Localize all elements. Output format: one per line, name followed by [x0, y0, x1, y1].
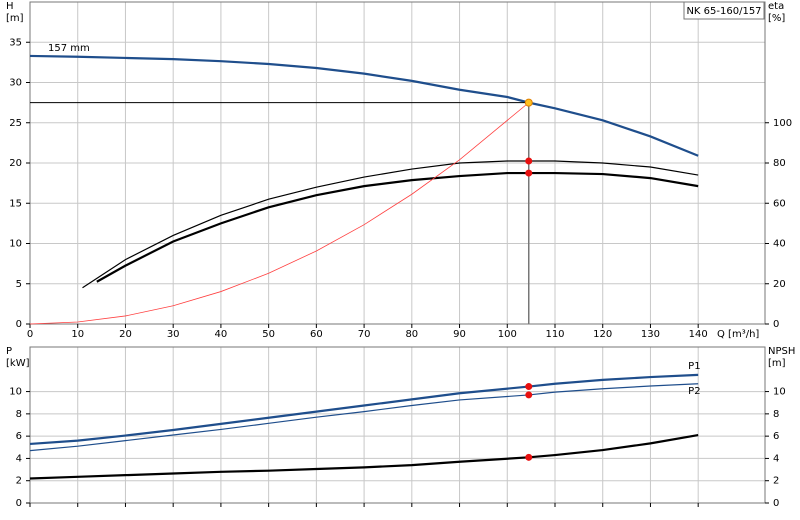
series-line: [29, 102, 530, 325]
y-tick-label: 8: [16, 409, 22, 420]
x-tick-label: 70: [358, 329, 371, 340]
y2-tick-label: 60: [773, 198, 786, 209]
x-tick-label: 60: [310, 329, 323, 340]
y2-tick-label: 10: [773, 387, 786, 398]
x-tick-label: 110: [545, 329, 564, 340]
x-tick-label: 130: [641, 329, 660, 340]
y-axis-label: [m]: [6, 13, 24, 24]
x-tick-label: 50: [262, 329, 275, 340]
series-line: [82, 160, 699, 289]
series-label: P1: [688, 361, 700, 372]
y-tick-label: 2: [16, 476, 22, 487]
y-tick-label: 0: [16, 319, 22, 330]
y-axis-label: P: [6, 346, 12, 357]
y-tick-label: 10: [9, 239, 22, 250]
operating-point: [524, 98, 533, 107]
y2-tick-label: 100: [773, 118, 792, 129]
operating-point: [525, 453, 533, 461]
y2-tick-label: 4: [773, 453, 779, 464]
x-tick-label: 120: [593, 329, 612, 340]
operating-point: [525, 391, 533, 399]
series-label: P2: [688, 386, 700, 397]
x-tick-label: 100: [498, 329, 517, 340]
chart-title: NK 65-160/157: [686, 6, 761, 17]
x-tick-label: 40: [215, 329, 228, 340]
y-tick-label: 0: [16, 498, 22, 509]
y2-axis-label: eta: [768, 1, 784, 12]
series-line: [96, 171, 699, 283]
series-line: [29, 433, 699, 480]
operating-point: [525, 157, 533, 165]
y-tick-label: 20: [9, 158, 22, 169]
y-axis-label: [kW]: [6, 358, 30, 369]
operating-point: [525, 169, 533, 177]
operating-point: [525, 383, 533, 391]
plot-frame: [29, 346, 766, 504]
x-tick-label: 90: [453, 329, 466, 340]
series-line: [29, 373, 699, 446]
y-tick-label: 25: [9, 118, 22, 129]
y2-axis-label: [%]: [768, 13, 785, 24]
y2-tick-label: 0: [773, 319, 779, 330]
y2-axis-label: [m]: [768, 358, 786, 369]
y2-tick-label: 80: [773, 158, 786, 169]
x-tick-label: 30: [167, 329, 180, 340]
series-line: [29, 383, 699, 452]
x-tick-label: 140: [689, 329, 708, 340]
x-tick-label: 0: [27, 329, 33, 340]
y-tick-label: 6: [16, 431, 22, 442]
y-axis-label: H: [6, 1, 14, 12]
title-box: [683, 1, 765, 20]
series-line: [29, 54, 699, 157]
y2-axis-label: NPSH: [768, 346, 795, 357]
series-label: 157 mm: [48, 43, 90, 54]
y2-tick-label: 6: [773, 431, 779, 442]
y2-tick-label: 40: [773, 239, 786, 250]
y-tick-label: 10: [9, 387, 22, 398]
y-tick-label: 5: [16, 279, 22, 290]
y-tick-label: 35: [9, 37, 22, 48]
y2-tick-label: 8: [773, 409, 779, 420]
y2-tick-label: 2: [773, 476, 779, 487]
y2-tick-label: 20: [773, 279, 786, 290]
y-tick-label: 30: [9, 78, 22, 89]
x-tick-label: 80: [405, 329, 418, 340]
x-tick-label: 20: [119, 329, 132, 340]
x-axis-label: Q [m³/h]: [717, 329, 759, 340]
y2-tick-label: 0: [773, 498, 779, 509]
x-tick-label: 10: [71, 329, 84, 340]
y-tick-label: 15: [9, 198, 22, 209]
y-tick-label: 4: [16, 453, 22, 464]
